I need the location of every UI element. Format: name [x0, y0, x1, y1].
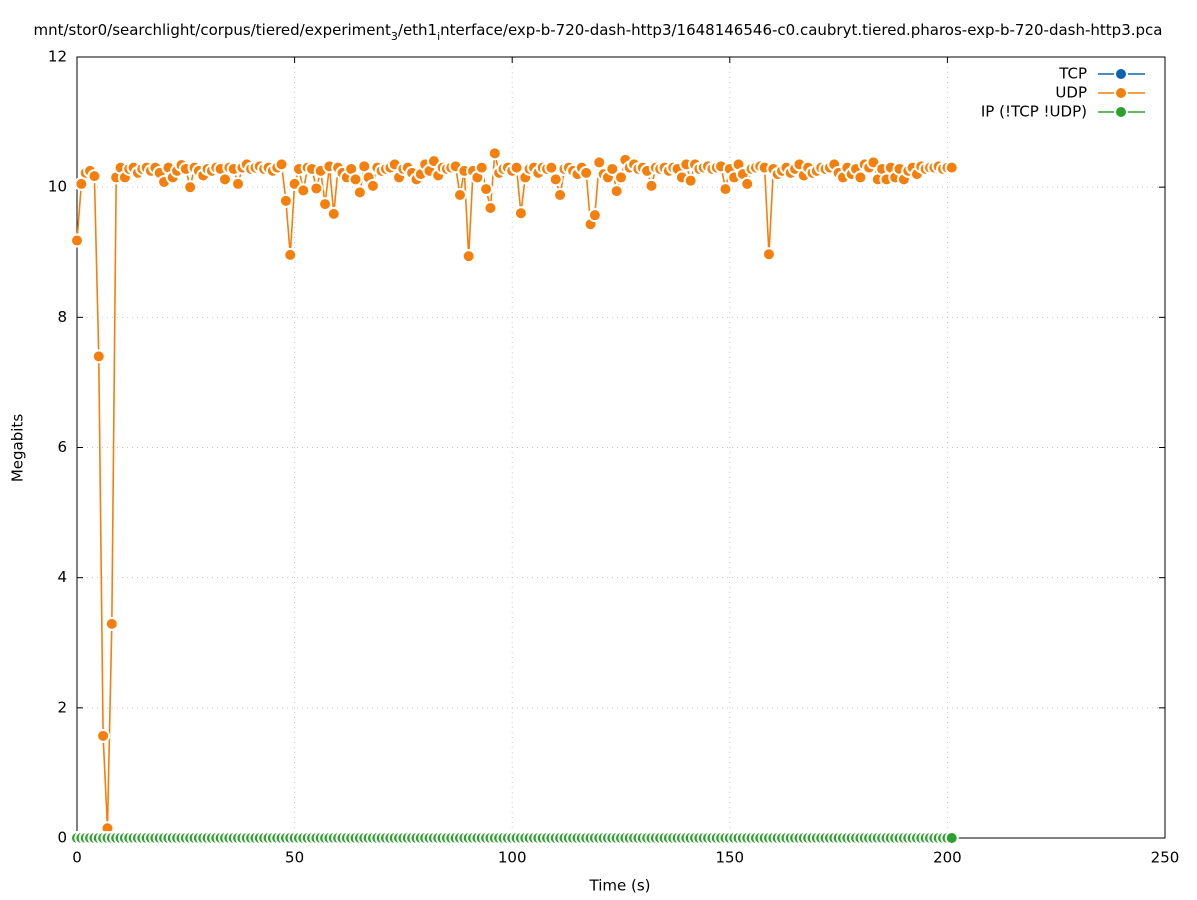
x-tick-label: 150 [715, 849, 744, 867]
y-tick-label: 8 [57, 308, 67, 326]
data-point [544, 160, 559, 175]
data-point [318, 197, 333, 212]
title-part: 3 [391, 30, 398, 43]
data-point [614, 170, 628, 185]
data-point [479, 182, 494, 197]
data-point [461, 249, 476, 264]
data-point [352, 185, 367, 200]
data-point [944, 160, 959, 175]
title-part: mnt/stor0/searchlight/corpus/tiered/expe… [34, 21, 391, 39]
data-point [740, 176, 755, 191]
data-point [474, 160, 489, 175]
data-point [452, 187, 467, 202]
title-part: /eth1 [398, 21, 437, 39]
data-point [231, 176, 246, 191]
data-point [587, 208, 602, 223]
chart-title: mnt/stor0/searchlight/corpus/tiered/expe… [34, 21, 1163, 43]
data-point [365, 178, 380, 193]
legend-label: TCP [1058, 65, 1087, 83]
legend-marker [1114, 86, 1128, 100]
data-point [217, 172, 232, 187]
data-point [309, 181, 324, 196]
y-tick-label: 12 [48, 48, 67, 66]
x-tick-label: 200 [933, 849, 962, 867]
data-point [944, 831, 959, 845]
data-point [644, 178, 659, 193]
y-axis-label: Megabits [9, 414, 27, 482]
data-point [605, 161, 620, 176]
x-axis-label: Time (s) [589, 877, 651, 895]
legend-marker [1114, 67, 1128, 81]
title-part: nterface/exp-b-720-dash-http3/1648146546… [440, 21, 1162, 39]
y-tick-label: 10 [48, 178, 67, 196]
data-point [761, 247, 776, 262]
data-point [509, 160, 524, 175]
x-tick-label: 100 [498, 849, 527, 867]
legend-label: UDP [1055, 84, 1087, 102]
data-point [91, 349, 106, 364]
data-point [278, 193, 293, 208]
data-point [326, 206, 341, 221]
data-point [104, 616, 119, 631]
data-point [592, 155, 607, 170]
data-point [718, 182, 733, 197]
data-point [348, 172, 363, 187]
data-point [579, 165, 594, 180]
data-point [609, 184, 624, 199]
title-part: i [437, 30, 440, 43]
data-point [513, 206, 528, 221]
data-point [70, 233, 84, 248]
data-point [274, 157, 289, 172]
y-tick-label: 6 [57, 438, 67, 456]
data-point [683, 173, 698, 188]
data-point [183, 180, 198, 195]
data-point [548, 172, 563, 187]
y-tick-label: 0 [57, 829, 67, 847]
data-point [483, 200, 498, 215]
y-tick-label: 4 [57, 568, 67, 586]
y-tick-label: 2 [57, 698, 67, 716]
legend-marker [1114, 105, 1128, 119]
data-point [296, 183, 311, 198]
data-point [87, 169, 102, 184]
data-point [553, 187, 568, 202]
x-tick-label: 0 [72, 849, 82, 867]
data-point [96, 728, 111, 743]
data-point [853, 170, 868, 185]
x-tick-label: 50 [285, 849, 304, 867]
x-tick-label: 250 [1151, 849, 1180, 867]
legend-label: IP (!TCP !UDP) [981, 103, 1087, 121]
data-point [487, 146, 502, 161]
data-point [283, 247, 298, 262]
series-line [76, 153, 952, 829]
